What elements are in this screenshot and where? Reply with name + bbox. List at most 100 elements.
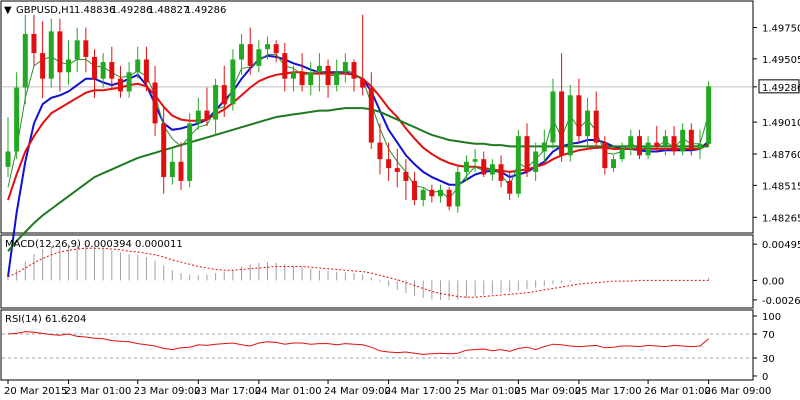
macd-axis: 0.004959 0.00 -0.002661 <box>753 240 800 307</box>
candle-body <box>636 136 642 156</box>
candle <box>654 125 660 152</box>
candle <box>83 27 89 73</box>
candle <box>412 171 418 206</box>
symbol-icon: ▼ <box>4 5 12 16</box>
candle <box>619 142 625 162</box>
rsi-panel-frame <box>0 309 754 381</box>
candle-body <box>247 44 253 66</box>
rsi-axis: 100 70 30 0 <box>753 312 781 383</box>
candle <box>117 65 123 98</box>
time-tick-label: 26 Mar 09:00 <box>705 386 772 397</box>
time-tick-label: 25 Mar 17:00 <box>575 386 642 397</box>
candle-body <box>117 78 123 92</box>
candle-body <box>152 82 158 124</box>
candle-body <box>187 123 193 181</box>
candle <box>368 72 374 149</box>
candle <box>377 123 383 175</box>
candle-body <box>325 65 331 86</box>
candle-body <box>273 44 279 54</box>
candle <box>109 46 115 88</box>
candle-body <box>481 159 487 175</box>
candle <box>161 108 167 194</box>
macd-histogram <box>7 244 710 301</box>
candle <box>100 53 106 88</box>
candle <box>386 142 392 181</box>
candle-body <box>5 151 11 167</box>
candle-body <box>576 95 582 137</box>
candle-body <box>654 142 660 147</box>
candle <box>489 159 495 181</box>
candle <box>472 148 478 172</box>
candle-body <box>31 33 37 54</box>
candle-body <box>489 164 495 175</box>
candle <box>40 21 46 98</box>
candle <box>204 87 210 126</box>
candle <box>74 27 80 73</box>
candle <box>5 117 11 178</box>
candle <box>541 129 547 162</box>
price-panel-frame <box>0 0 754 234</box>
candle-body <box>256 49 262 66</box>
time-tick-label: 20 Mar 2015 <box>4 386 67 397</box>
candle <box>455 164 461 213</box>
candle-body <box>100 62 106 79</box>
candle <box>152 65 158 137</box>
candle <box>680 123 686 156</box>
macd-panel-frame <box>0 234 754 309</box>
candle <box>48 18 54 88</box>
rsi-tick-label: 0 <box>762 372 768 383</box>
candle-body <box>143 59 149 83</box>
candle-body <box>109 62 115 79</box>
candle-body <box>195 110 201 124</box>
candle <box>195 97 201 130</box>
candle <box>360 14 366 96</box>
candle-body <box>66 59 72 73</box>
candle-body <box>265 44 270 50</box>
candle-body <box>92 56 97 79</box>
rsi-tick-label: 30 <box>762 354 775 365</box>
candle-body <box>533 151 539 172</box>
candle-body <box>169 161 175 178</box>
candle <box>671 125 677 156</box>
candle <box>706 81 712 147</box>
candle <box>143 46 149 92</box>
moving-average-line <box>7 53 710 200</box>
candle <box>498 155 504 188</box>
time-tick-label: 26 Mar 01:00 <box>644 386 711 397</box>
candle <box>230 49 236 111</box>
candle-body <box>420 189 426 201</box>
candle <box>533 142 539 181</box>
price-tick-label: 1.48760 <box>762 150 800 161</box>
moving-average-line <box>7 107 709 252</box>
candle-body <box>22 33 28 88</box>
rsi-tick-label: 100 <box>762 312 781 323</box>
candle <box>550 78 556 149</box>
candle <box>645 136 651 160</box>
candle <box>351 59 357 92</box>
candle <box>593 91 599 149</box>
candle <box>126 62 132 98</box>
candle-body <box>230 59 236 105</box>
candle-body <box>342 62 348 73</box>
time-tick-label: 24 Mar 17:00 <box>385 386 452 397</box>
candle-body <box>394 168 400 172</box>
candle <box>221 65 227 117</box>
candle <box>611 155 616 172</box>
last-price-box <box>758 79 800 94</box>
candle-body <box>83 40 89 57</box>
candle-body <box>662 136 668 147</box>
candle-body <box>619 148 625 160</box>
macd-tick-label: 0.00 <box>762 276 784 287</box>
candle <box>57 18 63 92</box>
candle-body <box>74 40 80 60</box>
candle-body <box>351 62 357 79</box>
candle-body <box>688 129 694 149</box>
candle <box>178 142 184 190</box>
moving-average-line <box>7 71 710 201</box>
candle <box>515 129 521 198</box>
macd-title: MACD(12,26,9) 0.000394 0.000011 <box>5 239 183 250</box>
candle <box>92 49 97 98</box>
candle <box>31 14 37 66</box>
